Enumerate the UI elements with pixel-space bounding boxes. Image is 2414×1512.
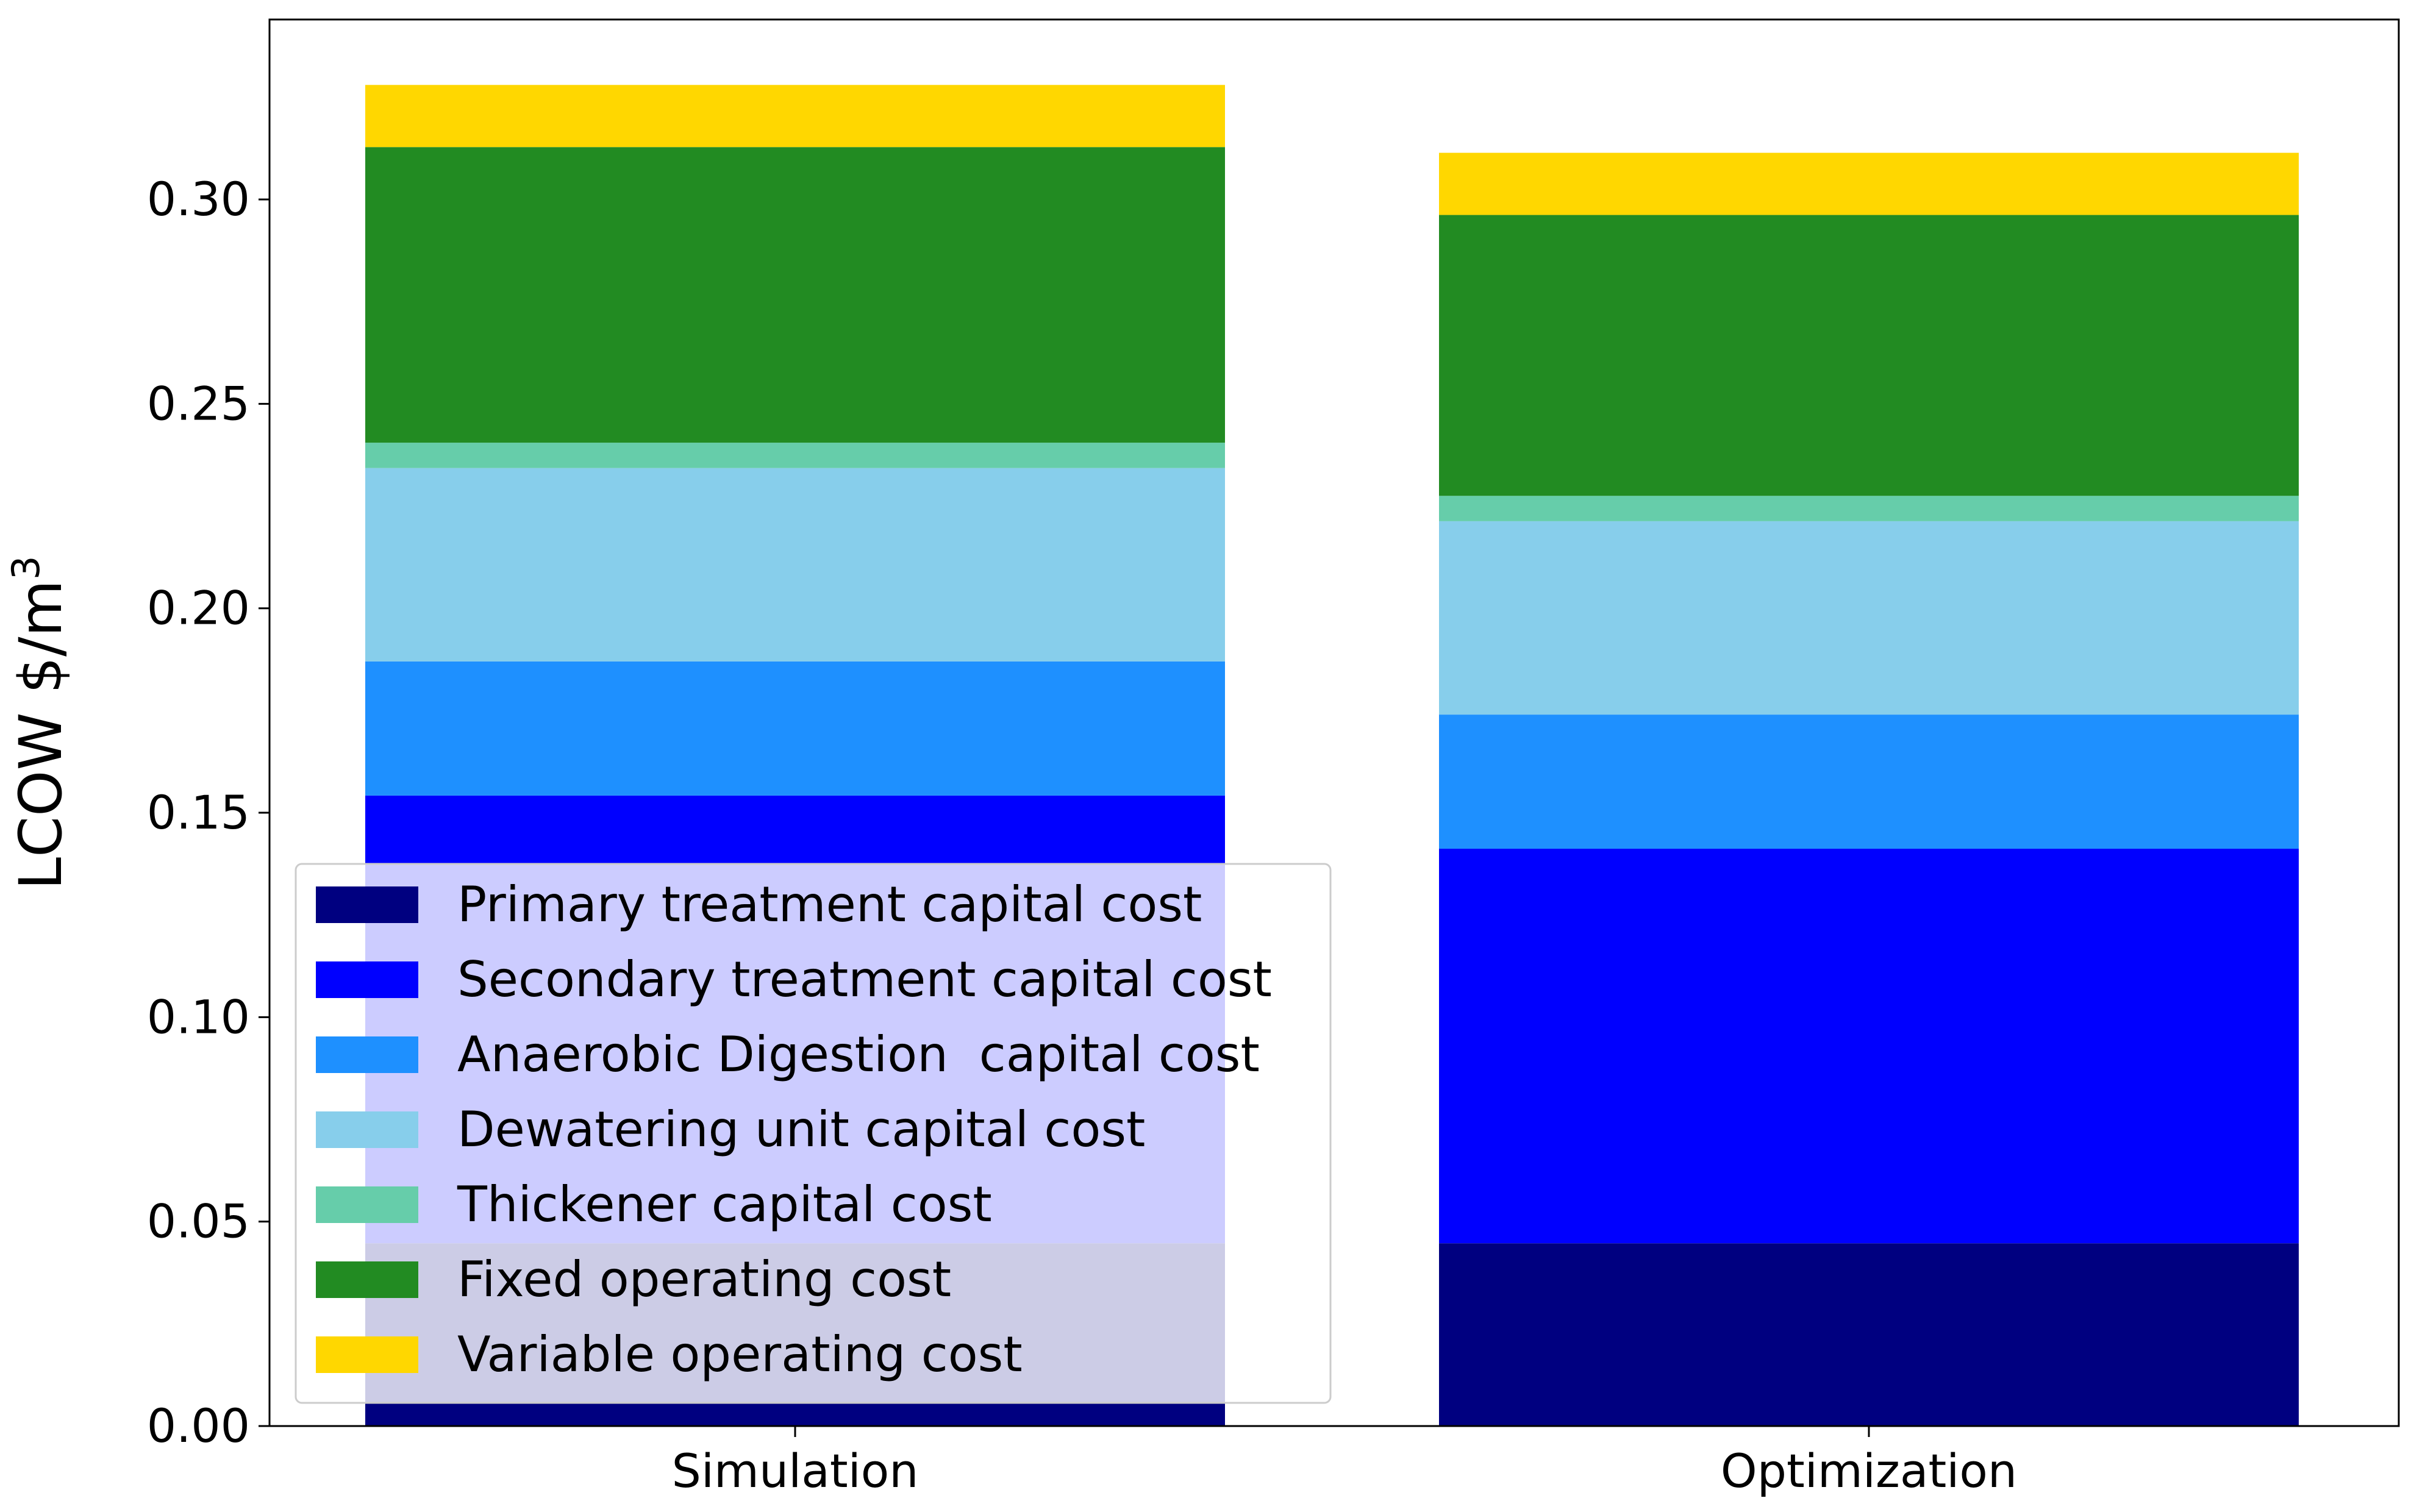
bar-segment-optimization-1 — [1439, 1243, 2299, 1426]
y-axis: 0.00 0.05 0.10 0.15 0.20 0.25 0.30 — [147, 172, 270, 1453]
legend-label: Fixed operating cost — [457, 1251, 951, 1308]
y-tick-label: 0.15 — [147, 785, 250, 840]
bar-segment-simulation-6 — [365, 147, 1225, 443]
bar-segment-simulation-3 — [365, 661, 1225, 796]
x-tick-label-optimization: Optimization — [1721, 1444, 2017, 1498]
legend-swatch — [316, 961, 418, 998]
bar-segment-simulation-7 — [365, 85, 1225, 148]
legend-swatch — [316, 886, 418, 923]
bar-segment-optimization-6 — [1439, 215, 2299, 496]
bar-segment-simulation-5 — [365, 443, 1225, 468]
y-tick-label: 0.25 — [147, 376, 250, 430]
legend-swatch — [316, 1036, 418, 1073]
y-tick-label: 0.20 — [147, 581, 250, 635]
legend-swatch — [316, 1186, 418, 1223]
bar-segment-optimization-7 — [1439, 152, 2299, 215]
bar-segment-optimization-3 — [1439, 715, 2299, 849]
legend-swatch — [316, 1336, 418, 1373]
x-axis: Simulation Optimization — [672, 1426, 2017, 1498]
legend-swatch — [316, 1261, 418, 1298]
legend-label: Anaerobic Digestion capital cost — [457, 1026, 1260, 1083]
bar-segment-optimization-2 — [1439, 849, 2299, 1244]
legend-label: Dewatering unit capital cost — [457, 1101, 1145, 1158]
y-tick-label: 0.00 — [147, 1399, 250, 1453]
plot-area-frame — [268, 18, 2400, 1427]
legend-label: Thickener capital cost — [457, 1176, 992, 1233]
y-axis-label-superscript: 3 — [4, 556, 48, 580]
y-tick-label: 0.05 — [147, 1194, 250, 1249]
legend-label: Secondary treatment capital cost — [457, 951, 1272, 1008]
bar-segment-simulation-4 — [365, 468, 1225, 661]
legend-swatch — [316, 1111, 418, 1148]
y-tick-label: 0.30 — [147, 172, 250, 226]
y-axis-label: LCOW $/m3 — [4, 556, 75, 890]
legend-box — [295, 863, 1332, 1404]
bar-segment-optimization-5 — [1439, 496, 2299, 521]
y-tick-label: 0.10 — [147, 990, 250, 1044]
x-tick-label-simulation: Simulation — [672, 1444, 919, 1498]
bar-segment-optimization-4 — [1439, 521, 2299, 715]
legend: Primary treatment capital cost Secondary … — [295, 863, 1332, 1404]
legend-label: Variable operating cost — [457, 1326, 1023, 1383]
y-axis-label-text: LCOW $/m — [7, 580, 75, 890]
legend-label: Primary treatment capital cost — [457, 876, 1202, 933]
